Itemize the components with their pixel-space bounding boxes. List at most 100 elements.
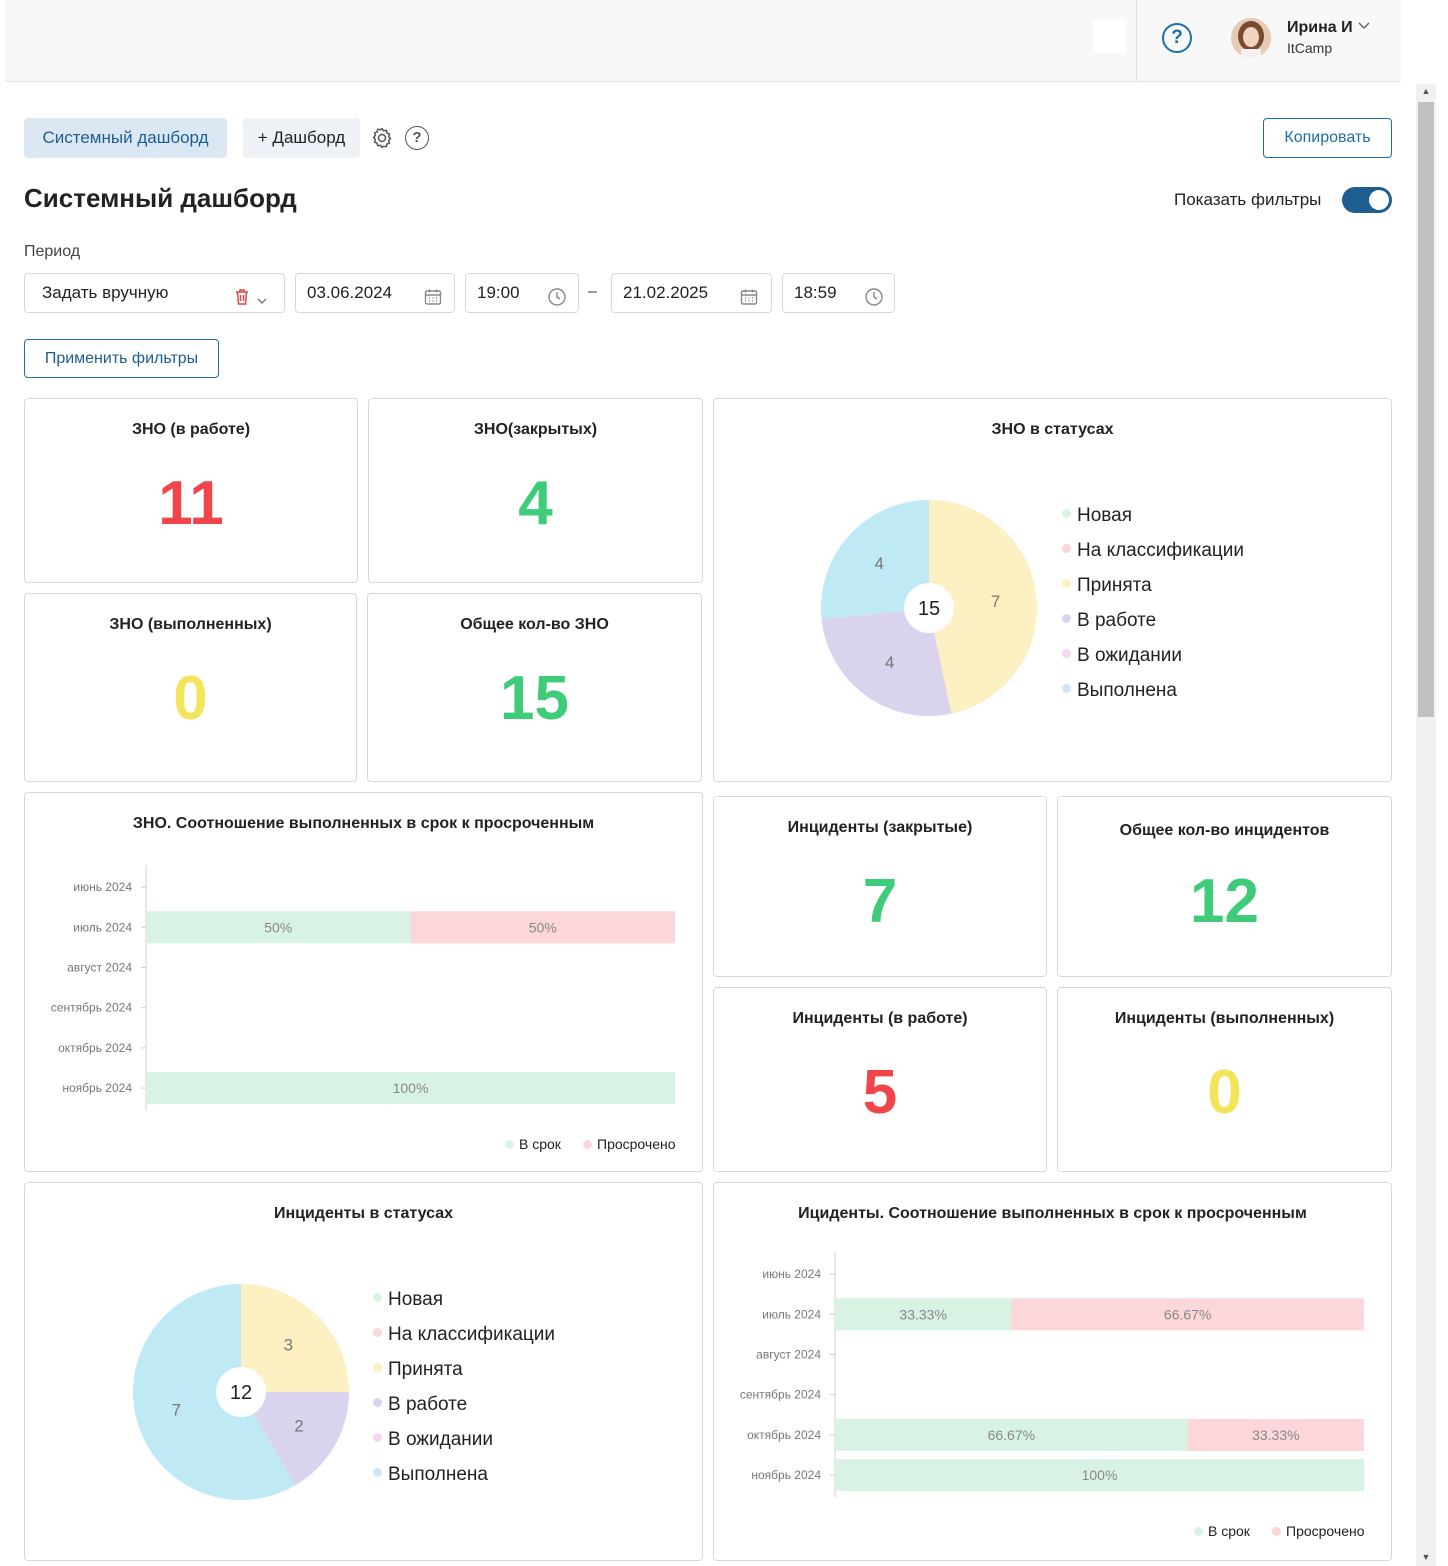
period-mode-value: Задать вручную xyxy=(42,283,169,302)
pie-center xyxy=(216,1367,266,1417)
date-to-value: 21.02.2025 xyxy=(623,283,709,302)
bar-segment xyxy=(1187,1418,1364,1451)
add-dashboard-button[interactable]: + Дашборд xyxy=(243,118,360,158)
bar-chart: июнь 2024 июль 2024 50% 50% август 2024 сентя… xyxy=(51,865,675,1111)
scrollbar[interactable]: ▲ ▼ xyxy=(1416,84,1436,1566)
date-range-separator: – xyxy=(588,283,597,300)
pie-chart: 7 4 4 15 xyxy=(821,500,1037,716)
widget-title: ЗНО. Соотношение выполненных в срок к пр… xyxy=(132,815,595,832)
legend-label: В работе xyxy=(1077,610,1157,631)
legend-label: Принята xyxy=(388,1359,463,1380)
widget-title: Общее кол-во инцидентов xyxy=(1119,822,1330,839)
bar-label: 100% xyxy=(1082,1467,1118,1483)
widget-value: 0 xyxy=(173,664,208,733)
legend-dot xyxy=(373,1398,382,1408)
user-name[interactable]: Ирина И xyxy=(1287,19,1353,36)
legend-overdue: Просрочено xyxy=(1272,1523,1365,1539)
legend-dot xyxy=(505,1139,514,1149)
date-from-value: 03.06.2024 xyxy=(307,283,393,302)
bar-segment xyxy=(835,1418,1188,1451)
legend-dot xyxy=(373,1363,382,1373)
legend-item: Выполнена xyxy=(1062,680,1177,702)
chevron-down-icon[interactable] xyxy=(1358,18,1370,35)
legend-on-time-label: В срок xyxy=(519,1136,561,1152)
widget-value: 4 xyxy=(518,469,553,538)
legend-on-time: В срок xyxy=(505,1136,561,1152)
legend-dot xyxy=(373,1468,382,1478)
calendar-icon[interactable] xyxy=(423,283,443,305)
pie-slice xyxy=(821,608,952,716)
legend-overdue-label: Просрочено xyxy=(1286,1523,1365,1539)
trash-icon[interactable] xyxy=(232,283,252,305)
legend-item: Новая xyxy=(373,1289,443,1311)
y-tick-label: август 2024 xyxy=(756,1348,821,1362)
widget-title: Общее кол-во ЗНО xyxy=(460,616,609,633)
avatar[interactable] xyxy=(1231,18,1271,58)
clock-icon[interactable] xyxy=(547,283,567,306)
legend-label: Новая xyxy=(388,1289,444,1310)
y-tick-label: октябрь 2024 xyxy=(747,1428,821,1442)
chevron-down-icon[interactable] xyxy=(256,284,276,304)
show-filters-toggle[interactable] xyxy=(1342,187,1392,213)
bar-label: 33.33% xyxy=(899,1306,946,1322)
widget-title: ЗНО(закрытых) xyxy=(473,421,598,438)
legend-item: На классификации xyxy=(373,1324,555,1346)
calendar-icon[interactable] xyxy=(739,283,759,305)
legend-dot xyxy=(1272,1526,1281,1536)
pie-slice-label: 7 xyxy=(991,592,1000,611)
y-tick-label: сентябрь 2024 xyxy=(740,1388,821,1402)
widget-title: Ициденты. Соотношение выполненных в срок… xyxy=(798,1205,1307,1222)
bar-chart: июнь 2024 июль 2024 33.33% 66.67% август 202… xyxy=(740,1252,1364,1498)
legend-item: В ожидании xyxy=(373,1429,493,1451)
legend-label: На классификации xyxy=(388,1324,556,1345)
time-from-value: 19:00 xyxy=(477,283,520,302)
pie-slice-label: 2 xyxy=(294,1416,303,1435)
pie-slice-label: 4 xyxy=(875,554,884,573)
bar-label: 33.33% xyxy=(1252,1427,1299,1443)
legend-label: Выполнена xyxy=(1077,680,1177,701)
help-icon[interactable]: ? xyxy=(405,126,429,150)
time-from-input[interactable]: 19:00 xyxy=(465,273,579,313)
y-tick-label: июнь 2024 xyxy=(762,1267,821,1281)
time-to-input[interactable]: 18:59 xyxy=(782,273,895,313)
widget-title: Инциденты (в работе) xyxy=(792,1010,968,1027)
legend-item: Принята xyxy=(1062,575,1152,597)
bar-segment xyxy=(1011,1298,1364,1331)
scrollbar-thumb[interactable] xyxy=(1418,102,1434,717)
date-from-input[interactable]: 03.06.2024 xyxy=(295,273,455,313)
gear-icon[interactable] xyxy=(370,126,394,150)
legend-label: На классификации xyxy=(1077,540,1245,561)
date-to-input[interactable]: 21.02.2025 xyxy=(611,273,772,313)
widget-title: Инциденты в статусах xyxy=(273,1205,454,1222)
apply-filters-button[interactable]: Применить фильтры xyxy=(24,339,219,378)
bar-segment xyxy=(410,911,675,944)
page-title: Системный дашборд xyxy=(24,183,297,213)
pie-slice-label: 7 xyxy=(172,1400,181,1419)
period-label: Период xyxy=(24,243,81,260)
pie-slice-label: 3 xyxy=(284,1336,293,1355)
toggle-knob xyxy=(1369,190,1389,210)
widget-zno-done: ЗНО (выполненных) 0 xyxy=(24,593,357,782)
pie-total: 12 xyxy=(230,1382,252,1404)
bar-segment xyxy=(835,1459,1364,1492)
help-icon[interactable]: ? xyxy=(1162,23,1192,53)
scroll-down-arrow-icon[interactable]: ▼ xyxy=(1421,1552,1431,1562)
topbar-divider xyxy=(1136,0,1137,82)
show-filters-label: Показать фильтры xyxy=(1174,190,1322,209)
bar-label: 50% xyxy=(529,919,557,935)
clock-icon[interactable] xyxy=(864,283,884,306)
widget-title: ЗНО (выполненных) xyxy=(109,616,272,633)
legend-item: Новая xyxy=(1062,505,1132,527)
legend-label: Принята xyxy=(1077,575,1152,596)
bar-label: 50% xyxy=(264,919,292,935)
blank-placeholder xyxy=(1093,20,1126,53)
widget-value: 5 xyxy=(862,1058,898,1127)
period-mode-select[interactable]: Задать вручную xyxy=(24,273,285,313)
pie-center xyxy=(904,583,954,633)
copy-button[interactable]: Копировать xyxy=(1263,118,1392,158)
tab-system-dashboard[interactable]: Системный дашборд xyxy=(24,118,227,158)
y-tick-label: октябрь 2024 xyxy=(58,1041,132,1055)
scroll-up-arrow-icon[interactable]: ▲ xyxy=(1421,86,1431,96)
legend-dot xyxy=(1194,1526,1203,1536)
legend-dot xyxy=(1062,509,1071,519)
